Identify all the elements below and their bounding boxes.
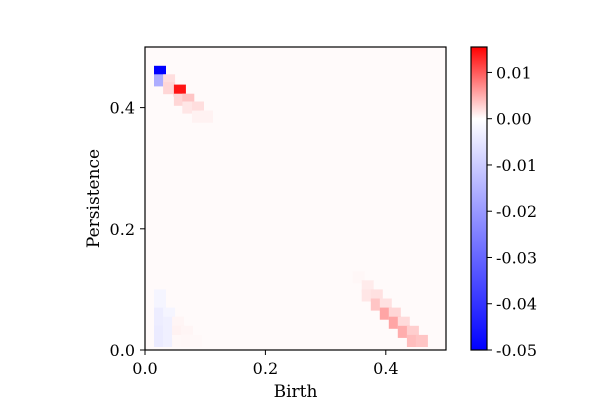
heatmap-cell [154,289,166,302]
y-tick-label: 0.0 [110,341,135,360]
heatmap-cell [182,101,195,114]
heatmap-cell [397,316,410,329]
heatmap-cell [406,325,419,338]
heatmap-cell [352,271,365,284]
colorbar-tick-label: -0.01 [496,156,537,175]
heatmap-cell [190,334,203,347]
x-axis-label: Birth [274,382,318,400]
colorbar-gradient [471,47,487,350]
colorbar-frame [470,46,488,351]
y-tick-label: 0.2 [110,220,135,239]
heatmap-cell [397,325,410,338]
heatmap-cell [379,298,392,311]
heatmap-background [145,47,446,350]
heatmap-cell [181,325,194,338]
colorbar: 0.01 0.00 -0.01 -0.02 -0.03 -0.04 -0.05 [470,46,537,360]
heatmap-cell [163,307,176,320]
y-axis-label: Persistence [84,149,104,248]
heatmap-cell [361,289,374,302]
colorbar-tick-label: 0.01 [496,63,532,82]
heatmap-cell [201,110,213,123]
colorbar-ticks: 0.01 0.00 -0.01 -0.02 -0.03 -0.04 -0.05 [487,63,537,360]
heatmap-cell [154,334,166,347]
heatmap-cell [415,334,428,347]
heatmap-cell [154,74,166,87]
plot-area [144,46,447,351]
colorbar-tick-label: -0.05 [496,341,537,360]
heatmap-cell [192,101,204,114]
colorbar-tick-label: -0.04 [496,295,537,314]
heatmap-cell [154,316,166,329]
x-tick-label: 0.2 [253,359,278,378]
x-tick-label: 0.0 [132,359,157,378]
heatmap-cell [154,325,166,338]
x-axis-ticks: 0.0 0.2 0.4 [132,350,399,378]
heatmap-cell [163,82,176,95]
colorbar-tick-label: -0.03 [496,248,537,267]
heatmap-cell [388,307,401,320]
heatmap-cell [173,84,186,97]
y-axis-ticks: 0.0 0.2 0.4 [110,99,145,360]
plot-frame [144,46,447,351]
colorbar-tick-label: -0.02 [496,202,537,221]
colorbar-tick-label: 0.00 [496,110,532,129]
heatmap-cell [361,280,374,293]
heatmap-cells [154,65,428,347]
y-tick-label: 0.4 [110,99,135,118]
heatmap-cell [154,307,166,320]
heatmap-cell [172,316,185,329]
heatmap-cell [370,289,383,302]
heatmap-cell [154,298,166,311]
heatmap-cell [181,334,194,347]
x-tick-label: 0.4 [373,359,398,378]
